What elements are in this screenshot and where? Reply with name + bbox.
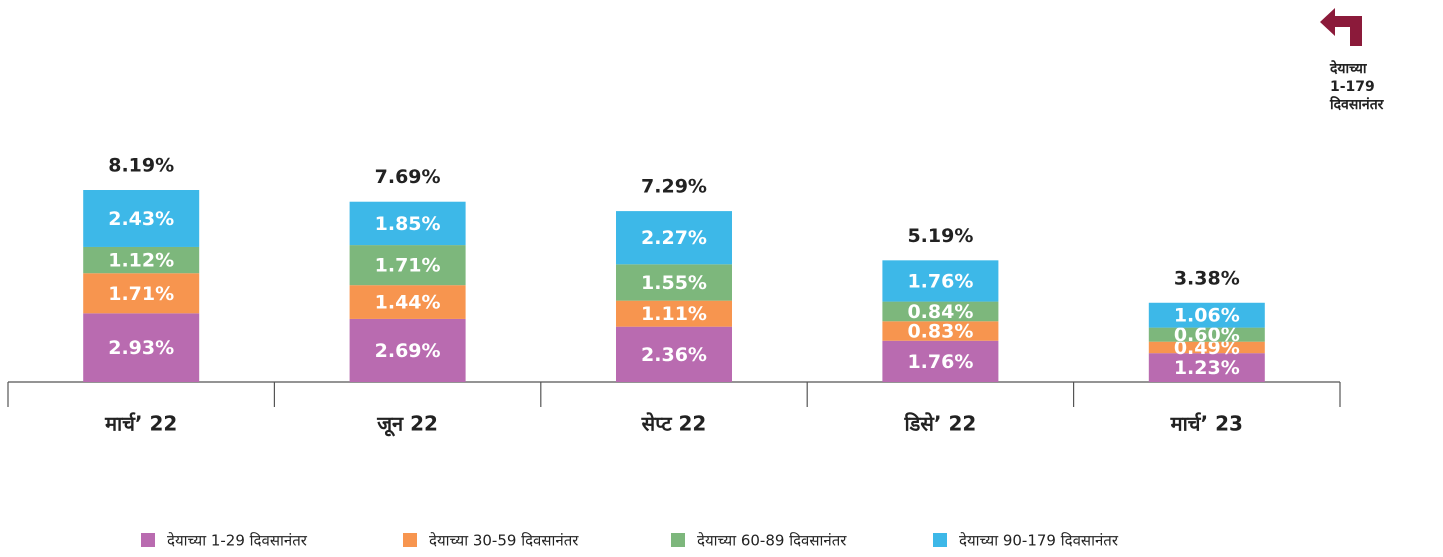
- data-label: 1.85%: [375, 213, 441, 235]
- total-label: 3.38%: [1174, 267, 1240, 289]
- annotation: 1-179: [1330, 79, 1375, 95]
- data-label: 0.49%: [1174, 337, 1240, 359]
- x-tick-label: मार्च’ 23: [1170, 412, 1243, 436]
- x-tick-label: जून 22: [376, 412, 438, 437]
- legend-swatch: [933, 533, 947, 547]
- x-tick-label: सेप्ट 22: [641, 412, 707, 436]
- bar-segment: [1148, 341, 1265, 354]
- bar-segment: [1148, 353, 1265, 382]
- data-label: 1.76%: [907, 351, 973, 373]
- data-label: 2.93%: [108, 337, 174, 359]
- bar-segment: [882, 340, 999, 382]
- data-label: 1.06%: [1174, 305, 1240, 327]
- data-label: 2.69%: [375, 340, 441, 362]
- legend-label: देयाच्या 30-59 दिवसानंतर: [429, 532, 579, 550]
- data-label: 1.55%: [641, 272, 707, 294]
- bar-segment: [349, 318, 466, 382]
- bar-segment: [83, 313, 200, 382]
- data-label: 1.23%: [1174, 357, 1240, 379]
- bar-segment: [882, 301, 999, 322]
- total-label: 7.69%: [375, 166, 441, 188]
- data-label: 0.60%: [1174, 324, 1240, 346]
- data-label: 0.84%: [907, 301, 973, 323]
- legend-label: देयाच्या 1-29 दिवसानंतर: [167, 532, 308, 550]
- total-label: 5.19%: [907, 225, 973, 247]
- data-label: 2.36%: [641, 344, 707, 366]
- bar-segment: [616, 211, 732, 265]
- data-label: 1.12%: [108, 250, 174, 272]
- legend-swatch: [403, 533, 417, 547]
- annotation: दिवसानंतर: [1329, 96, 1385, 113]
- legend-swatch: [141, 533, 155, 547]
- legend-label: देयाच्या 90-179 दिवसानंतर: [959, 532, 1119, 550]
- bar-segment: [349, 201, 466, 246]
- total-label: 8.19%: [108, 155, 174, 177]
- bar-segment: [83, 246, 200, 274]
- data-label: 2.27%: [641, 227, 707, 249]
- x-tick-label: डिसे’ 22: [904, 412, 977, 436]
- data-label: 1.76%: [907, 270, 973, 292]
- bar-segment: [83, 190, 200, 247]
- bar-segment: [1148, 327, 1265, 342]
- legend-swatch: [671, 533, 685, 547]
- x-tick-label: मार्च’ 22: [104, 412, 177, 436]
- bar-segment: [616, 326, 732, 382]
- bar-segment: [616, 264, 732, 301]
- legend-label: देयाच्या 60-89 दिवसानंतर: [697, 532, 847, 550]
- data-label: 1.71%: [375, 255, 441, 277]
- bar-segment: [349, 285, 466, 319]
- data-label: 1.11%: [641, 303, 707, 325]
- annotation: देयाच्या: [1329, 60, 1368, 77]
- data-label: 0.83%: [907, 321, 973, 343]
- data-label: 2.43%: [108, 208, 174, 230]
- arrow-icon: [1320, 8, 1362, 46]
- bar-segment: [882, 321, 999, 341]
- bar-segment: [349, 245, 466, 286]
- bar-segment: [83, 273, 200, 314]
- bar-segment: [882, 260, 999, 302]
- data-label: 1.44%: [375, 292, 441, 314]
- data-label: 1.71%: [108, 283, 174, 305]
- bar-segment: [616, 300, 732, 327]
- bar-segment: [1148, 302, 1265, 328]
- total-label: 7.29%: [641, 176, 707, 198]
